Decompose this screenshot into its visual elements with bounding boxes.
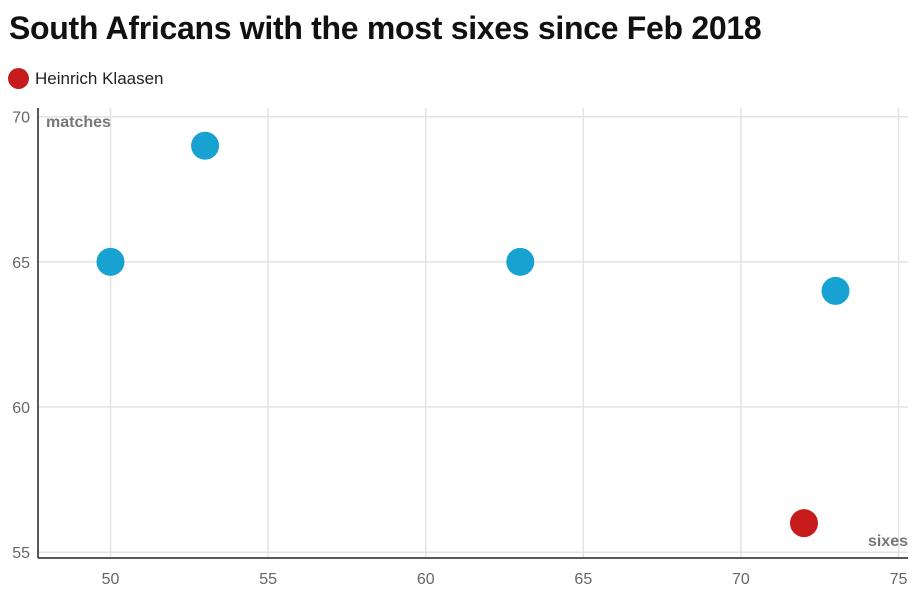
y-tick-label-65: 65 — [12, 255, 30, 272]
data-point-3 — [821, 276, 850, 305]
tick-labels: 50 55 60 65 70 75 55 60 65 70 — [12, 110, 907, 588]
x-tick-label-70: 70 — [732, 571, 750, 588]
data-point-4 — [789, 509, 818, 538]
y-axis-title: matches — [46, 114, 111, 131]
x-tick-label-65: 65 — [574, 571, 592, 588]
data-points — [96, 131, 850, 538]
x-tick-label-75: 75 — [890, 571, 908, 588]
axes — [37, 108, 908, 559]
legend-swatch-heinrich-klaasen — [8, 68, 29, 89]
data-point-0 — [96, 247, 125, 276]
x-tick-label-50: 50 — [102, 571, 120, 588]
data-point-2 — [506, 247, 535, 276]
legend: Heinrich Klaasen — [8, 68, 164, 89]
y-tick-label-70: 70 — [12, 110, 30, 127]
y-tick-label-60: 60 — [12, 400, 30, 417]
x-tick-label-55: 55 — [259, 571, 277, 588]
chart-title: South Africans with the most sixes since… — [9, 10, 762, 46]
legend-label-heinrich-klaasen: Heinrich Klaasen — [35, 68, 164, 88]
gridlines — [38, 108, 908, 558]
y-tick-label-55: 55 — [12, 545, 30, 562]
x-axis-title: sixes — [868, 533, 908, 550]
x-tick-label-60: 60 — [417, 571, 435, 588]
data-point-1 — [191, 131, 220, 160]
